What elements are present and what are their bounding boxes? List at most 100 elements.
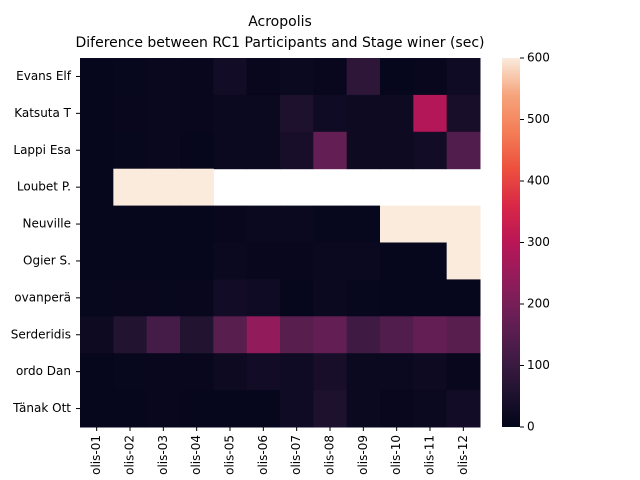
heatmap-cell bbox=[80, 94, 114, 133]
heatmap-cell bbox=[313, 242, 348, 280]
heatmap-cell bbox=[380, 205, 414, 243]
heatmap-cell bbox=[246, 131, 281, 170]
heatmap-cell bbox=[280, 390, 314, 428]
colorbar-tick-label: 200 bbox=[527, 297, 550, 311]
heatmap-cell bbox=[180, 353, 214, 391]
y-tick-label: Katsuta T bbox=[14, 106, 71, 120]
heatmap-cell bbox=[246, 279, 281, 317]
x-tick-label: olis-02 bbox=[123, 435, 137, 475]
heatmap-cell bbox=[146, 316, 181, 354]
heatmap-cell bbox=[313, 353, 348, 391]
chart-subtitle: Diference between RC1 Participants and S… bbox=[75, 35, 484, 51]
heatmap-cell bbox=[280, 205, 314, 243]
heatmap-cell bbox=[313, 390, 348, 428]
y-tick-label: Neuville bbox=[23, 217, 71, 231]
heatmap-cell bbox=[80, 58, 114, 96]
heatmap-cell bbox=[146, 353, 181, 391]
heatmap-cell bbox=[380, 353, 414, 391]
x-tick-label: olis-09 bbox=[356, 435, 370, 475]
heatmap-cell bbox=[380, 58, 414, 96]
heatmap-cell bbox=[413, 279, 448, 317]
colorbar-tick-label: 0 bbox=[527, 420, 535, 434]
heatmap-cell bbox=[213, 353, 248, 391]
y-tick-label: Tänak Ott bbox=[12, 401, 71, 415]
y-tick-label: ovanperä bbox=[14, 290, 71, 304]
heatmap-cell bbox=[346, 390, 381, 428]
heatmap-cell bbox=[413, 94, 448, 133]
heatmap-cell bbox=[280, 353, 314, 391]
heatmap-cell bbox=[113, 353, 148, 391]
colorbar-tick-label: 400 bbox=[527, 174, 550, 188]
heatmap-cell bbox=[313, 205, 348, 243]
x-tick-label: olis-11 bbox=[423, 435, 437, 475]
heatmap-cell bbox=[146, 168, 181, 207]
heatmap-cell bbox=[280, 94, 314, 133]
heatmap-cell bbox=[80, 316, 114, 354]
heatmap-cell bbox=[213, 242, 248, 280]
y-tick-label: Loubet P. bbox=[17, 180, 71, 194]
colorbar-tick-label: 500 bbox=[527, 112, 550, 126]
heatmap-cell bbox=[280, 279, 314, 317]
heatmap-cell bbox=[146, 242, 181, 280]
heatmap-cell bbox=[446, 279, 481, 317]
y-tick-label: Serderidis bbox=[11, 327, 71, 341]
heatmap-cell bbox=[213, 58, 248, 96]
heatmap-cell bbox=[380, 94, 414, 133]
heatmap-cell bbox=[413, 58, 448, 96]
heatmap-cell bbox=[346, 353, 381, 391]
heatmap-cell bbox=[180, 58, 214, 96]
heatmap-cell bbox=[146, 205, 181, 243]
heatmap-cell bbox=[446, 131, 481, 170]
heatmap-cell bbox=[446, 242, 481, 280]
heatmap-cell bbox=[180, 131, 214, 170]
chart-title: Acropolis bbox=[248, 14, 312, 30]
heatmap-cell bbox=[213, 279, 248, 317]
heatmap-cell bbox=[246, 58, 281, 96]
heatmap-cell bbox=[346, 316, 381, 354]
heatmap-cell bbox=[113, 58, 148, 96]
heatmap-cell bbox=[313, 316, 348, 354]
heatmap-cell bbox=[413, 390, 448, 428]
y-tick-label: Evans Elf bbox=[16, 69, 72, 83]
heatmap-cell bbox=[446, 58, 481, 96]
heatmap-cell bbox=[113, 205, 148, 243]
heatmap-cell bbox=[246, 390, 281, 428]
heatmap-cell bbox=[246, 205, 281, 243]
heatmap-cell bbox=[113, 242, 148, 280]
heatmap-cell bbox=[80, 353, 114, 391]
heatmap-cell bbox=[380, 390, 414, 428]
heatmap-cell bbox=[413, 242, 448, 280]
x-tick-label: olis-06 bbox=[256, 435, 270, 475]
heatmap-cell bbox=[346, 58, 381, 96]
heatmap-cell bbox=[280, 316, 314, 354]
colorbar-tick-label: 600 bbox=[527, 51, 550, 65]
heatmap-cell bbox=[180, 279, 214, 317]
heatmap-cell bbox=[80, 279, 114, 317]
heatmap-cell bbox=[113, 390, 148, 428]
x-tick-label: olis-04 bbox=[189, 435, 203, 475]
heatmap-cell bbox=[146, 131, 181, 170]
y-tick-label: Lappi Esa bbox=[13, 143, 71, 157]
heatmap-cell bbox=[413, 205, 448, 243]
x-tick-label: olis-08 bbox=[323, 435, 337, 475]
heatmap-cell bbox=[313, 279, 348, 317]
x-tick-label: olis-07 bbox=[289, 435, 303, 475]
heatmap-cell bbox=[113, 131, 148, 170]
heatmap-cell bbox=[80, 390, 114, 428]
heatmap-cell bbox=[380, 131, 414, 170]
y-tick-label: ordo Dan bbox=[16, 364, 71, 378]
heatmap-cell bbox=[413, 353, 448, 391]
heatmap-cell bbox=[113, 168, 148, 207]
x-tick-label: olis-01 bbox=[89, 435, 103, 475]
heatmap-cell bbox=[80, 205, 114, 243]
heatmap-cell bbox=[346, 279, 381, 317]
y-tick-label: Ogier S. bbox=[23, 253, 71, 267]
heatmap-cell bbox=[113, 279, 148, 317]
heatmap-cell bbox=[213, 94, 248, 133]
heatmap-cell bbox=[246, 242, 281, 280]
heatmap-cell bbox=[180, 316, 214, 354]
heatmap-cell bbox=[280, 58, 314, 96]
heatmap-cell bbox=[213, 390, 248, 428]
heatmap-cell bbox=[213, 131, 248, 170]
